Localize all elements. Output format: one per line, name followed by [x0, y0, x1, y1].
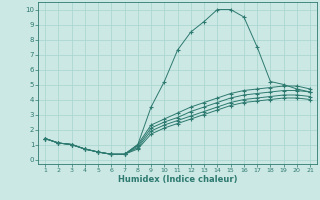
X-axis label: Humidex (Indice chaleur): Humidex (Indice chaleur) [118, 175, 237, 184]
